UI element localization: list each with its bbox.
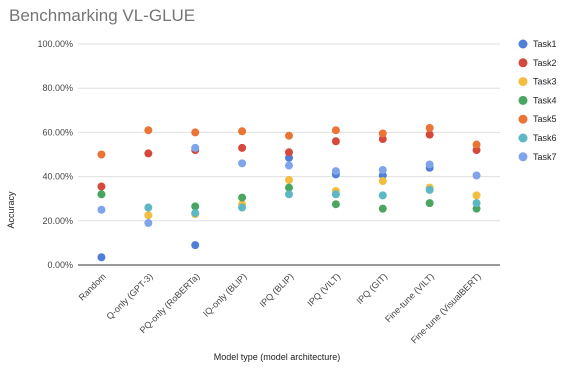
legend-swatch	[518, 39, 528, 49]
y-tick-labels: 0.00% 20.00% 40.00% 60.00% 80.00% 100.00%	[37, 39, 73, 270]
data-point-task7	[425, 160, 434, 169]
data-point-task4	[472, 204, 481, 213]
legend-swatch	[518, 114, 528, 124]
data-point-task6	[425, 185, 434, 194]
legend-label: Task4	[533, 95, 557, 105]
data-point-task4	[285, 183, 293, 192]
x-tick-label: Fine-tune (VILT)	[383, 271, 436, 324]
data-point-task6	[238, 203, 247, 212]
legend-label: Task1	[533, 39, 557, 49]
data-point-task6	[144, 203, 153, 212]
data-point-task6	[191, 209, 200, 218]
y-tick-label: 60.00%	[42, 127, 73, 137]
data-point-task4	[425, 199, 434, 208]
x-tick-label: Random	[77, 271, 108, 302]
data-point-task3	[472, 191, 481, 200]
legend-label: Task7	[533, 152, 557, 162]
data-point-task4	[378, 204, 387, 213]
data-point-task1	[191, 241, 200, 250]
x-tick-label: IPQ (BLIP)	[258, 271, 296, 309]
data-point-task2	[285, 148, 293, 157]
data-point-task5	[238, 127, 247, 136]
y-tick-label: 20.00%	[42, 216, 73, 226]
data-point-task7	[378, 165, 387, 174]
data-point-task5	[285, 131, 293, 140]
data-point-task5	[472, 140, 481, 149]
data-point-task5	[97, 150, 106, 159]
data-point-task5	[425, 123, 434, 132]
x-tick-label: IPQ (VILT)	[305, 271, 342, 308]
data-point-task2	[97, 182, 106, 191]
legend-swatch	[518, 77, 528, 87]
legend: Task1 Task2 Task3 Task4 Task5 Task6 Task7	[518, 39, 557, 162]
legend-swatch	[518, 58, 528, 68]
legend-swatch	[518, 133, 528, 143]
data-point-task7	[285, 161, 293, 170]
data-point-task4	[238, 193, 247, 202]
data-points	[97, 123, 481, 262]
data-point-task2	[238, 143, 247, 152]
data-point-task1	[285, 153, 293, 162]
x-axis-title: Model type (model architecture)	[214, 352, 341, 362]
x-tick-label: Q-only (GPT-3)	[105, 271, 155, 321]
data-point-task7	[331, 167, 340, 176]
data-point-task7	[472, 171, 481, 180]
data-point-task2	[425, 130, 434, 139]
data-point-task2	[472, 146, 481, 155]
data-point-task4	[331, 200, 340, 209]
data-point-task7	[238, 159, 247, 168]
data-point-task6	[472, 199, 481, 208]
data-point-task5	[378, 129, 387, 138]
y-axis-title: Accuracy	[6, 191, 16, 229]
data-point-task2	[144, 149, 153, 158]
legend-label: Task5	[533, 114, 557, 124]
data-point-task5	[331, 126, 340, 135]
data-point-task2	[331, 137, 340, 146]
data-point-task6	[378, 191, 387, 200]
legend-label: Task2	[533, 58, 557, 68]
data-point-task4	[97, 190, 106, 199]
data-point-task3	[144, 211, 153, 220]
data-point-task7	[144, 219, 153, 228]
x-tick-label: IQ-only (BLIP)	[201, 271, 248, 318]
y-tick-label: 40.00%	[42, 172, 73, 182]
chart-title: Benchmarking VL-GLUE	[9, 6, 196, 25]
legend-label: Task6	[533, 133, 557, 143]
data-point-task4	[191, 202, 200, 211]
y-tick-label: 80.00%	[42, 83, 73, 93]
data-point-task1	[97, 253, 106, 262]
legend-swatch	[518, 95, 528, 105]
legend-swatch	[518, 152, 528, 162]
legend-label: Task3	[533, 77, 557, 87]
data-point-task2	[378, 135, 387, 144]
data-point-task6	[285, 190, 293, 199]
data-point-task3	[285, 175, 293, 184]
data-point-task5	[144, 126, 153, 135]
data-point-task3	[378, 177, 387, 186]
data-point-task5	[191, 128, 200, 137]
data-point-task7	[191, 143, 200, 152]
x-tick-label: IPQ (GIT)	[355, 271, 390, 306]
y-tick-label: 0.00%	[47, 260, 73, 270]
data-point-task1	[378, 171, 387, 180]
y-tick-label: 100.00%	[37, 39, 73, 49]
data-point-task6	[331, 190, 340, 199]
data-point-task7	[97, 205, 106, 214]
